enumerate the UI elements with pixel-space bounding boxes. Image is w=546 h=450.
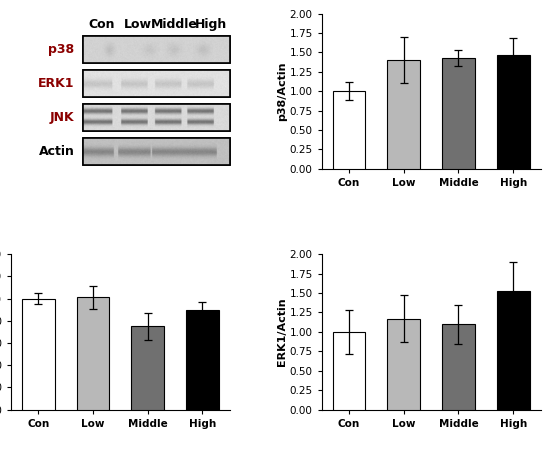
Bar	[442, 324, 475, 410]
Bar	[333, 332, 365, 410]
Text: Low: Low	[124, 18, 152, 31]
Y-axis label: ERK1/Actin: ERK1/Actin	[277, 297, 287, 366]
Bar	[387, 319, 420, 410]
Bar	[497, 54, 530, 169]
Bar	[83, 104, 230, 131]
Text: p38: p38	[48, 43, 74, 56]
Bar	[83, 104, 230, 131]
Bar	[83, 139, 230, 165]
Bar	[333, 91, 365, 169]
Text: ERK1: ERK1	[38, 77, 74, 90]
Bar	[83, 36, 230, 63]
Bar	[83, 139, 230, 165]
Bar	[83, 70, 230, 97]
Bar	[497, 292, 530, 410]
Y-axis label: p38/Actin: p38/Actin	[277, 61, 287, 121]
Bar	[131, 326, 164, 410]
Text: JNK: JNK	[50, 111, 74, 124]
Text: Middle: Middle	[151, 18, 198, 31]
Bar	[22, 299, 55, 410]
Bar	[83, 36, 230, 63]
Bar	[387, 60, 420, 169]
Text: Actin: Actin	[39, 145, 74, 158]
Bar	[76, 297, 109, 410]
Bar	[83, 70, 230, 97]
Text: High: High	[195, 18, 228, 31]
Text: Con: Con	[88, 18, 115, 31]
Bar	[186, 310, 219, 410]
Bar	[442, 58, 475, 169]
